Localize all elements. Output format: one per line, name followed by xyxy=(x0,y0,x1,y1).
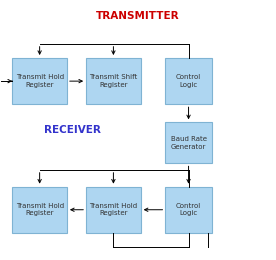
FancyBboxPatch shape xyxy=(165,58,212,104)
FancyBboxPatch shape xyxy=(86,187,141,233)
FancyBboxPatch shape xyxy=(165,187,212,233)
Text: Transmit Shift
Register: Transmit Shift Register xyxy=(89,74,137,88)
FancyBboxPatch shape xyxy=(12,58,67,104)
Text: Transmit Hold
Register: Transmit Hold Register xyxy=(89,203,137,217)
Text: Transmit Hold
Register: Transmit Hold Register xyxy=(15,74,64,88)
Text: Baud Rate
Generator: Baud Rate Generator xyxy=(171,136,206,150)
Text: Control
Logic: Control Logic xyxy=(176,74,201,88)
Text: TRANSMITTER: TRANSMITTER xyxy=(96,11,180,21)
Text: Control
Logic: Control Logic xyxy=(176,203,201,217)
Text: RECEIVER: RECEIVER xyxy=(44,125,101,135)
Text: Transmit Hold
Register: Transmit Hold Register xyxy=(15,203,64,217)
FancyBboxPatch shape xyxy=(86,58,141,104)
FancyBboxPatch shape xyxy=(12,187,67,233)
FancyBboxPatch shape xyxy=(165,122,212,164)
